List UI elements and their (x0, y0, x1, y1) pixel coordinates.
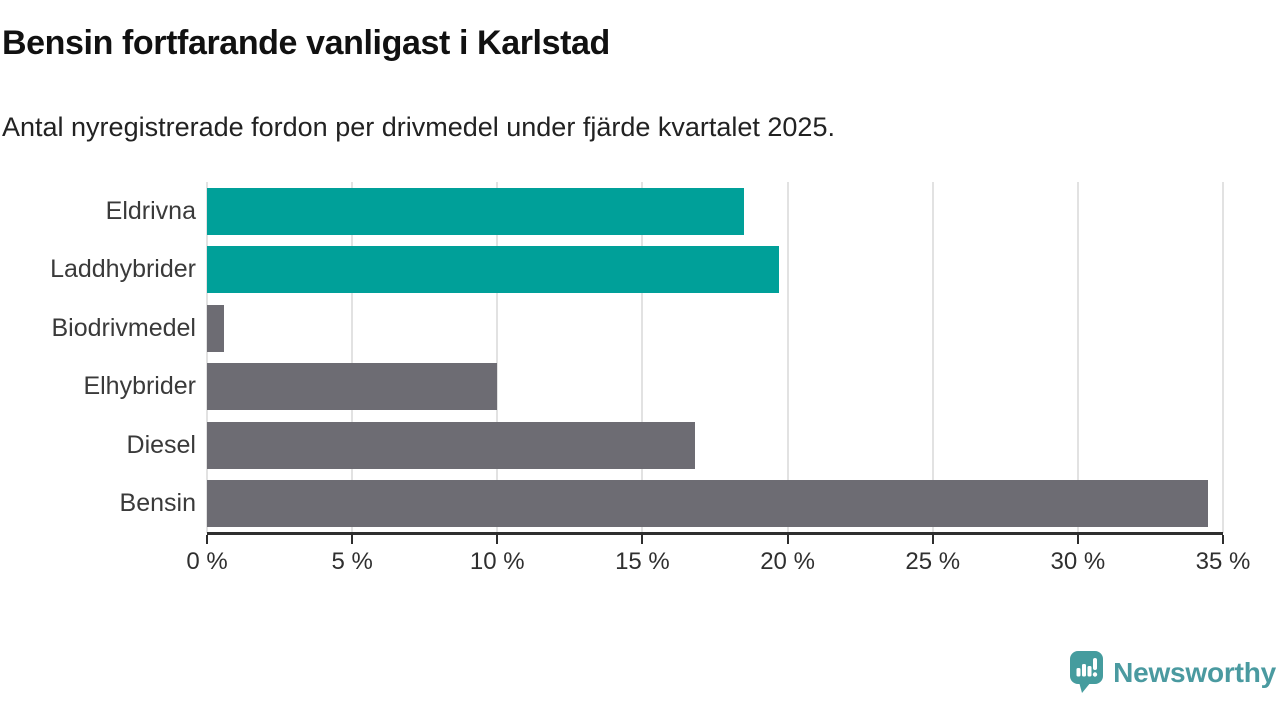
bar-diesel (207, 421, 695, 469)
x-axis-line (207, 532, 1223, 535)
y-axis-label: Diesel (126, 430, 196, 459)
gridline-35 (1222, 182, 1224, 533)
chart-row-laddhybrider: Laddhybrider (0, 241, 1280, 300)
bar-track (207, 246, 1223, 294)
gridline-30 (1076, 182, 1079, 533)
gridline-15 (641, 182, 644, 533)
gridline-10 (496, 182, 499, 533)
y-axis-label: Eldrivna (105, 196, 196, 225)
x-axis-tick-label-25: 25 % (905, 548, 961, 575)
x-axis-tick-label-0: 0 % (186, 548, 228, 575)
x-axis-tick-label-20: 20 % (760, 548, 815, 575)
x-axis-tick-label-30: 30 % (1050, 548, 1106, 575)
gridline-5 (351, 182, 354, 533)
bar-laddhybrider (207, 246, 779, 294)
newsworthy-logo: Newsworthy (1070, 651, 1276, 694)
y-axis-label: Bensin (119, 489, 196, 518)
x-axis-tick-15 (641, 535, 644, 544)
page-title: Bensin fortfarande vanligast i Karlstad (2, 24, 610, 62)
x-axis-tick-35 (1222, 535, 1224, 544)
newsworthy-logo-text: Newsworthy (1113, 656, 1276, 688)
x-axis-tick-label-10: 10 % (469, 548, 525, 575)
x-axis-tick-label-35: 35 % (1195, 548, 1251, 575)
chart-row-biodrivmedel: Biodrivmedel (0, 299, 1280, 358)
y-axis-label: Laddhybrider (50, 255, 196, 284)
bar-track (207, 421, 1223, 469)
bar-chart-speech-bubble-icon (1070, 651, 1104, 693)
bar-bensin (207, 480, 1209, 528)
x-axis-tick-30 (1076, 535, 1079, 544)
y-axis-label: Biodrivmedel (51, 313, 196, 342)
bar-track (207, 304, 1223, 352)
x-axis-tick-20 (786, 535, 789, 544)
x-axis-tick-label-5: 5 % (331, 548, 373, 575)
x-axis-tick-10 (496, 535, 499, 544)
chart-row-diesel: Diesel (0, 416, 1280, 475)
chart-rows: Eldrivna Laddhybrider Biodrivmedel Elhybrid… (0, 182, 1280, 533)
plot-area (206, 182, 1224, 533)
bar-eldrivna (207, 187, 745, 235)
x-axis-tick-label-15: 15 % (615, 548, 670, 575)
x-axis-tick-5 (351, 535, 354, 544)
bar-biodrivmedel (207, 304, 225, 352)
gridline-0 (206, 182, 208, 533)
bar-track (207, 363, 1223, 411)
chart-row-eldrivna: Eldrivna (0, 182, 1280, 241)
page-subtitle: Antal nyregistrerade fordon per drivmede… (2, 112, 835, 142)
x-axis-tick-0 (206, 535, 208, 544)
bar-track (207, 480, 1223, 528)
chart-row-bensin: Bensin (0, 475, 1280, 534)
gridline-20 (786, 182, 789, 533)
x-axis-tick-25 (931, 535, 934, 544)
bar-track (207, 187, 1223, 235)
y-axis-label: Elhybrider (83, 372, 196, 401)
gridline-25 (931, 182, 934, 533)
bar-elhybrider (207, 363, 498, 411)
chart-row-elhybrider: Elhybrider (0, 358, 1280, 417)
